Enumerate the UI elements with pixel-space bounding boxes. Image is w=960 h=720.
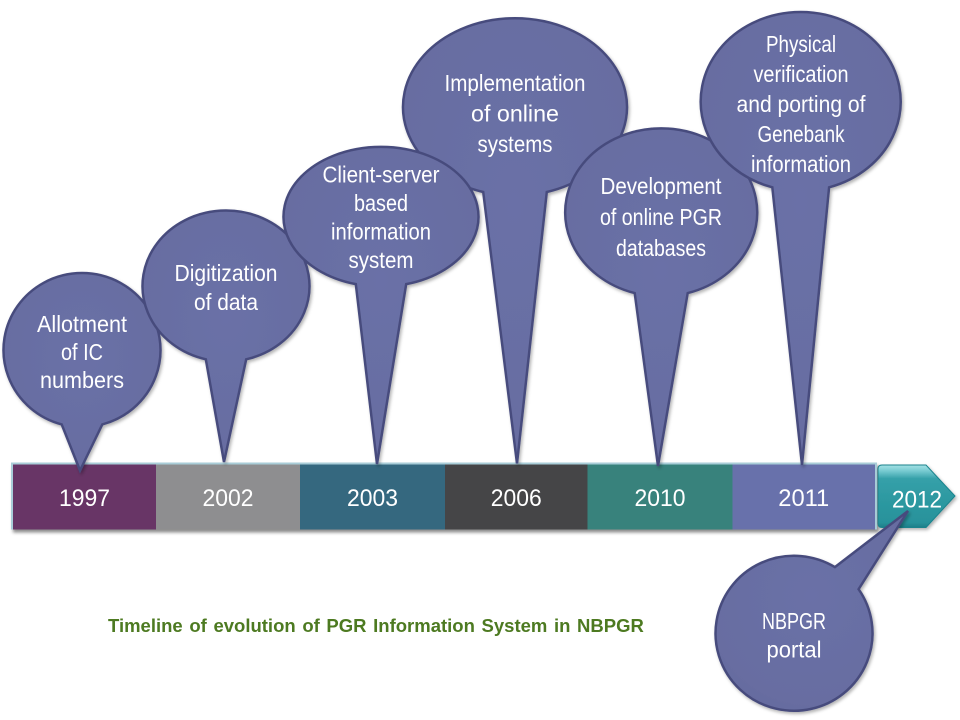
svg-text:system: system — [349, 247, 414, 273]
svg-text:1997: 1997 — [59, 485, 110, 512]
svg-text:portal: portal — [767, 637, 822, 663]
svg-text:Client-server: Client-server — [323, 162, 440, 188]
svg-text:2006: 2006 — [491, 485, 542, 512]
svg-text:of IC: of IC — [61, 339, 103, 365]
svg-text:2010: 2010 — [635, 485, 686, 512]
svg-text:of online PGR: of online PGR — [600, 204, 722, 230]
svg-text:2011: 2011 — [778, 485, 829, 512]
svg-text:2012: 2012 — [892, 487, 942, 514]
svg-text:numbers: numbers — [40, 367, 124, 393]
svg-text:of data: of data — [194, 289, 258, 315]
svg-text:systems: systems — [478, 131, 553, 157]
svg-text:2002: 2002 — [203, 485, 254, 512]
svg-text:Development: Development — [601, 173, 723, 199]
svg-text:Genebank: Genebank — [758, 121, 845, 147]
svg-text:information: information — [331, 219, 431, 245]
svg-text:Digitization: Digitization — [175, 260, 278, 286]
svg-text:of online: of online — [471, 101, 559, 127]
svg-text:verification: verification — [754, 61, 849, 87]
svg-text:Physical: Physical — [766, 31, 836, 57]
svg-text:based: based — [354, 190, 408, 216]
svg-text:Allotment: Allotment — [37, 311, 128, 337]
svg-text:2003: 2003 — [347, 485, 398, 512]
svg-text:Timeline of evolution of PGR I: Timeline of evolution of PGR Information… — [108, 615, 644, 636]
svg-text:databases: databases — [616, 235, 706, 261]
svg-text:and porting of: and porting of — [737, 91, 867, 117]
svg-text:NBPGR: NBPGR — [762, 608, 826, 634]
svg-text:Implementation: Implementation — [445, 70, 586, 96]
svg-text:information: information — [751, 151, 851, 177]
